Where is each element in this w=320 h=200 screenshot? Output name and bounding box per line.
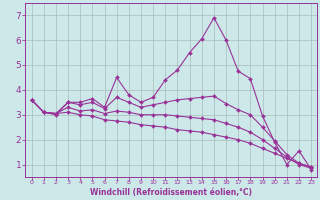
X-axis label: Windchill (Refroidissement éolien,°C): Windchill (Refroidissement éolien,°C) [90, 188, 252, 197]
